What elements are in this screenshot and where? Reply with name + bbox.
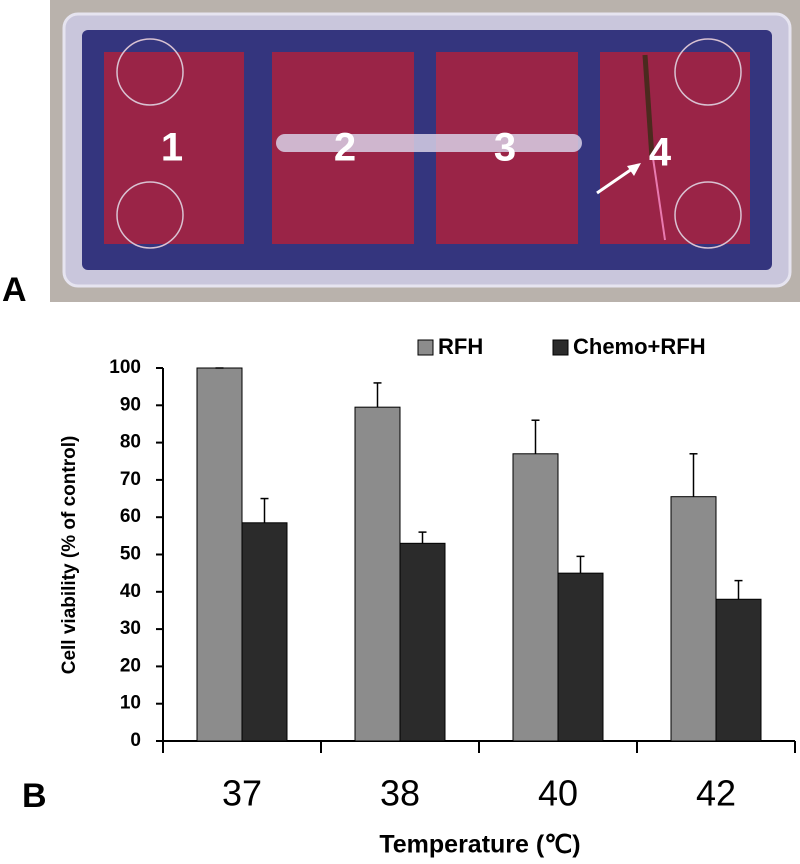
bar — [196, 367, 243, 742]
y-tick-label: 20 — [120, 655, 141, 676]
panel-label: A — [2, 271, 27, 309]
legend-label: RFH — [438, 334, 483, 359]
legend-swatch — [552, 339, 569, 356]
x-tick-label: 37 — [222, 773, 262, 814]
y-tick-label: 40 — [120, 581, 141, 602]
well-label: 1 — [161, 126, 183, 170]
bar — [399, 542, 446, 742]
y-tick-label: 60 — [120, 506, 141, 527]
y-tick-label: 90 — [120, 394, 141, 415]
bar — [241, 522, 288, 742]
y-tick-label: 80 — [120, 432, 141, 453]
panel-label: B — [22, 777, 47, 815]
bar — [354, 406, 401, 742]
x-tick-label: 40 — [538, 773, 578, 814]
legend-label: Chemo+RFH — [573, 334, 706, 359]
y-tick-label: 70 — [120, 469, 141, 490]
well-label: 2 — [334, 126, 356, 170]
y-tick-label: 50 — [120, 544, 141, 565]
x-axis-title: Temperature (℃) — [379, 831, 580, 859]
well-label: 4 — [649, 131, 672, 175]
y-tick-label: 10 — [120, 693, 141, 714]
y-axis-title: Cell viability (% of control) — [59, 436, 80, 675]
bar — [557, 572, 604, 742]
y-tick-label: 0 — [130, 730, 141, 751]
y-tick-label: 100 — [109, 357, 141, 378]
bar — [715, 598, 762, 742]
x-tick-label: 38 — [380, 773, 420, 814]
bar — [512, 453, 559, 742]
y-tick-label: 30 — [120, 618, 141, 639]
legend-swatch — [417, 339, 434, 356]
well-label: 3 — [494, 126, 516, 170]
bar — [670, 496, 717, 742]
x-tick-label: 42 — [696, 773, 736, 814]
plate-photo — [50, 0, 800, 302]
